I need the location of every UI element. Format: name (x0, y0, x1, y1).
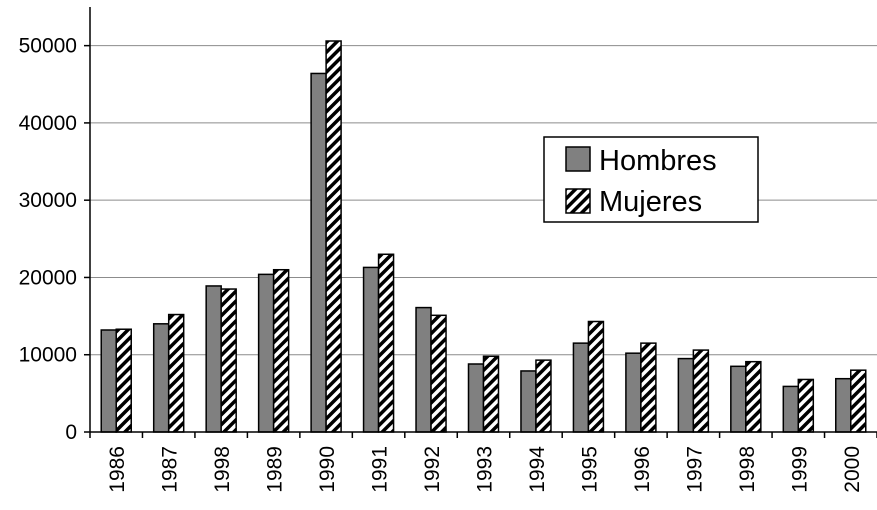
legend-swatch-hombres (565, 146, 591, 172)
bar-hombres-1998 (205, 285, 222, 433)
y-axis-tick-labels: 0 10000 20000 30000 40000 50000 (19, 35, 77, 444)
bar-hombres-1994 (520, 370, 537, 433)
bar-hombres-1987 (152, 323, 170, 433)
x-tick-label: 1989 (264, 446, 287, 493)
bar-hombres-1996 (625, 352, 642, 433)
x-tick-label: 1996 (631, 446, 654, 493)
bar-mujeres-1986 (115, 328, 132, 433)
bar-hombres-1998 (730, 365, 747, 433)
legend-label-mujeres: Mujeres (599, 186, 702, 218)
bar-mujeres-1997 (692, 349, 710, 433)
bar-mujeres-1998 (745, 360, 762, 433)
x-tick-label: 1986 (106, 446, 129, 493)
bar-mujeres-1991 (377, 253, 395, 433)
bar-mujeres-1989 (272, 268, 290, 433)
bar-mujeres-2000 (850, 369, 867, 433)
bar-mujeres-1987 (167, 313, 185, 433)
x-tick-label: 2000 (841, 446, 864, 493)
bar-hombres-1999 (782, 385, 800, 433)
x-tick-label: 1992 (421, 446, 444, 493)
bar-hombres-1992 (415, 306, 432, 433)
x-tick-label: 1993 (474, 446, 497, 493)
bar-mujeres-1995 (587, 320, 605, 433)
y-tick-label: 50000 (19, 35, 77, 58)
bars (100, 40, 867, 433)
bar-mujeres-1992 (430, 314, 447, 433)
x-tick-label: 1994 (526, 446, 549, 493)
bar-hombres-2000 (835, 377, 852, 433)
bar-hombres-1991 (362, 266, 380, 433)
x-tick-label: 1998 (211, 446, 234, 493)
x-tick-label: 1987 (159, 446, 182, 493)
legend: Hombres Mujeres (543, 136, 759, 223)
bar-hombres-1990 (310, 72, 327, 433)
bar-mujeres-1998 (220, 288, 237, 433)
bar-mujeres-1994 (535, 359, 552, 433)
bar-mujeres-1990 (325, 40, 342, 433)
y-tick-label: 40000 (19, 112, 77, 135)
legend-label-hombres: Hombres (599, 145, 717, 177)
bar-hombres-1995 (572, 342, 590, 433)
x-tick-label: 1999 (788, 446, 811, 493)
bar-hombres-1997 (677, 357, 695, 433)
legend-swatch-mujeres (565, 188, 591, 214)
x-tick-label: 1998 (736, 446, 759, 493)
x-axis-tick-labels: 1986 1987 1998 1989 1990 1991 1992 1993 1994 1995… (106, 446, 864, 493)
gridlines (90, 45, 877, 356)
bar-hombres-1993 (467, 363, 485, 433)
x-tick-label: 1991 (369, 446, 392, 493)
y-tick-label: 10000 (19, 344, 77, 367)
y-tick-label: 20000 (19, 266, 77, 289)
bar-mujeres-1996 (640, 342, 657, 433)
x-tick-label: 1990 (316, 446, 339, 493)
y-tick-label: 30000 (19, 189, 77, 212)
y-tick-label: 0 (65, 421, 77, 444)
bar-hombres-1989 (257, 273, 275, 433)
axes (84, 7, 877, 438)
bar-mujeres-1999 (797, 378, 815, 433)
x-tick-label: 1995 (578, 446, 601, 493)
x-tick-label: 1997 (683, 446, 706, 493)
bar-hombres-1986 (100, 329, 117, 433)
bar-mujeres-1993 (482, 355, 500, 433)
